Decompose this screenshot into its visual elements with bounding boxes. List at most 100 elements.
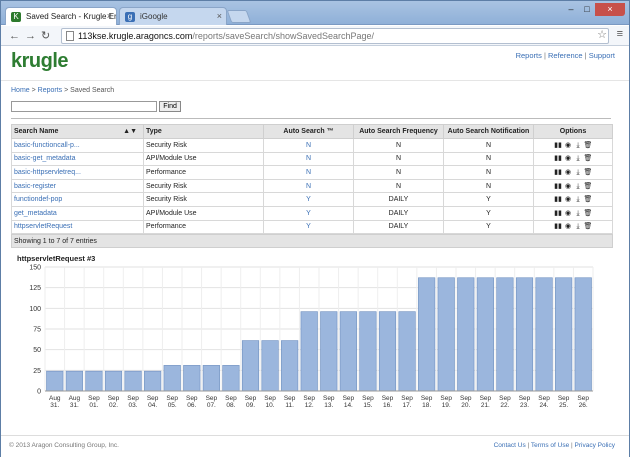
bar bbox=[163, 365, 181, 392]
bar bbox=[183, 365, 201, 392]
bar bbox=[496, 277, 514, 392]
x-tick-label: Sep bbox=[88, 395, 100, 402]
chart-icon[interactable]: ▮▮ bbox=[554, 223, 562, 231]
tab-saved-search[interactable]: K Saved Search - Krugle Ent × bbox=[5, 7, 117, 25]
chart-icon[interactable]: ▮▮ bbox=[554, 182, 562, 190]
x-tick-label: 25. bbox=[559, 402, 568, 409]
x-tick-label: 11. bbox=[285, 402, 294, 409]
minimize-icon[interactable]: – bbox=[568, 4, 574, 14]
x-tick-label: 05. bbox=[168, 402, 177, 409]
search-input[interactable] bbox=[11, 101, 157, 112]
x-tick-label: 22. bbox=[500, 402, 509, 409]
bookmark-star-icon[interactable]: ☆ bbox=[597, 29, 607, 41]
search-name-link[interactable]: basic-get_metadata bbox=[11, 151, 144, 167]
column-type[interactable]: Type bbox=[143, 124, 264, 139]
bar bbox=[555, 277, 573, 392]
bar bbox=[574, 277, 592, 392]
support-link[interactable]: Support bbox=[588, 51, 615, 60]
contact-us-link[interactable]: Contact Us bbox=[493, 442, 526, 449]
x-tick-label: Sep bbox=[480, 395, 492, 402]
chart-icon[interactable]: ▮▮ bbox=[554, 155, 562, 163]
download-icon[interactable]: ⤓ bbox=[576, 209, 580, 217]
delete-icon[interactable]: 🗑 bbox=[583, 141, 593, 149]
find-button[interactable]: Find bbox=[159, 101, 181, 112]
maximize-icon[interactable]: □ bbox=[584, 4, 590, 14]
auto-search-cell: N bbox=[263, 165, 354, 180]
chart-icon[interactable]: ▮▮ bbox=[554, 209, 562, 217]
close-window-icon[interactable]: × bbox=[595, 3, 625, 16]
view-icon[interactable]: ◉ bbox=[564, 196, 572, 204]
options-cell: ▮▮ ◉ ⤓ 🗑 bbox=[533, 151, 613, 167]
new-tab-button[interactable] bbox=[226, 10, 252, 23]
delete-icon[interactable]: 🗑 bbox=[583, 209, 593, 217]
view-icon[interactable]: ◉ bbox=[564, 182, 572, 190]
download-icon[interactable]: ⤓ bbox=[576, 168, 580, 176]
copyright: © 2013 Aragon Consulting Group, Inc. bbox=[9, 442, 119, 449]
download-icon[interactable]: ⤓ bbox=[576, 141, 580, 149]
view-icon[interactable]: ◉ bbox=[564, 209, 572, 217]
auto-search-cell: N bbox=[263, 138, 354, 153]
tab-label: iGoogle bbox=[140, 12, 168, 21]
sort-arrows-icon[interactable]: ▲▼ bbox=[123, 128, 137, 135]
krugle-logo[interactable]: krugle bbox=[11, 50, 69, 72]
view-icon[interactable]: ◉ bbox=[564, 223, 572, 231]
search-name-link[interactable]: basic-register bbox=[11, 178, 144, 194]
page-content: krugle Reports | Reference | Support Hom… bbox=[1, 47, 629, 457]
x-tick-label: 18. bbox=[422, 402, 431, 409]
search-name-link[interactable]: functiondef-pop bbox=[11, 192, 144, 207]
menu-icon[interactable]: ≡ bbox=[616, 28, 623, 40]
search-name-link[interactable]: httpservletRequest bbox=[11, 219, 144, 235]
search-name-link[interactable]: get_metadata bbox=[11, 205, 144, 221]
breadcrumb-reports[interactable]: Reports bbox=[37, 87, 63, 94]
download-icon[interactable]: ⤓ bbox=[576, 182, 580, 190]
delete-icon[interactable]: 🗑 bbox=[583, 155, 593, 163]
x-tick-label: Sep bbox=[284, 395, 296, 402]
tab-igoogle[interactable]: g iGoogle × bbox=[119, 7, 227, 25]
view-icon[interactable]: ◉ bbox=[564, 141, 572, 149]
privacy-policy-link[interactable]: Privacy Policy bbox=[574, 442, 615, 449]
auto-search-cell: N bbox=[263, 151, 354, 167]
delete-icon[interactable]: 🗑 bbox=[583, 168, 593, 176]
address-bar[interactable]: 113kse.krugle.aragoncs.com/reports/saveS… bbox=[61, 28, 609, 44]
chart-icon[interactable]: ▮▮ bbox=[554, 196, 562, 204]
x-tick-label: 13. bbox=[324, 402, 333, 409]
bar bbox=[144, 370, 162, 392]
x-tick-label: Sep bbox=[206, 395, 218, 402]
terms-of-use-link[interactable]: Terms of Use bbox=[530, 442, 570, 449]
delete-icon[interactable]: 🗑 bbox=[583, 182, 593, 190]
close-tab-icon[interactable]: × bbox=[216, 11, 222, 21]
chart-icon[interactable]: ▮▮ bbox=[554, 168, 562, 176]
x-tick-label: Sep bbox=[421, 395, 433, 402]
bar-chart: 0255075100125150Aug31.Aug31.Sep01.Sep02.… bbox=[29, 265, 594, 409]
back-arrow-icon[interactable]: ← bbox=[9, 30, 20, 42]
download-icon[interactable]: ⤓ bbox=[576, 196, 580, 204]
notification-cell: Y bbox=[443, 192, 534, 207]
column-search-name[interactable]: Search Name ▲▼ bbox=[11, 124, 144, 139]
view-icon[interactable]: ◉ bbox=[564, 168, 572, 176]
breadcrumb-home[interactable]: Home bbox=[11, 87, 30, 94]
bar bbox=[300, 311, 318, 392]
x-tick-label: 04. bbox=[148, 402, 157, 409]
column-auto-search-frequency[interactable]: Auto Search Frequency bbox=[353, 124, 444, 139]
close-tab-icon[interactable]: × bbox=[106, 11, 112, 21]
view-icon[interactable]: ◉ bbox=[564, 155, 572, 163]
reports-link[interactable]: Reports bbox=[515, 51, 542, 60]
column-auto-search[interactable]: Auto Search ™ bbox=[263, 124, 354, 139]
delete-icon[interactable]: 🗑 bbox=[583, 223, 593, 231]
column-auto-search-notification[interactable]: Auto Search Notification bbox=[443, 124, 534, 139]
delete-icon[interactable]: 🗑 bbox=[583, 196, 593, 204]
download-icon[interactable]: ⤓ bbox=[576, 223, 580, 231]
chart-icon[interactable]: ▮▮ bbox=[554, 141, 562, 149]
x-tick-label: Aug bbox=[49, 395, 61, 402]
reference-link[interactable]: Reference bbox=[547, 51, 583, 60]
x-tick-label: 06. bbox=[187, 402, 196, 409]
search-name-link[interactable]: basic-httpservletreq... bbox=[11, 165, 144, 180]
search-name-link[interactable]: basic-functioncall-p... bbox=[11, 138, 144, 153]
forward-arrow-icon[interactable]: → bbox=[25, 30, 36, 42]
footer-links: Contact Us | Terms of Use | Privacy Poli… bbox=[493, 442, 615, 449]
download-icon[interactable]: ⤓ bbox=[576, 155, 580, 163]
table-row: get_metadata API/Module Use Y DAILY Y ▮▮ ◉ ⤓ 🗑 bbox=[11, 205, 613, 221]
x-tick-label: 09. bbox=[246, 402, 255, 409]
reload-icon[interactable]: ↻ bbox=[41, 30, 51, 42]
